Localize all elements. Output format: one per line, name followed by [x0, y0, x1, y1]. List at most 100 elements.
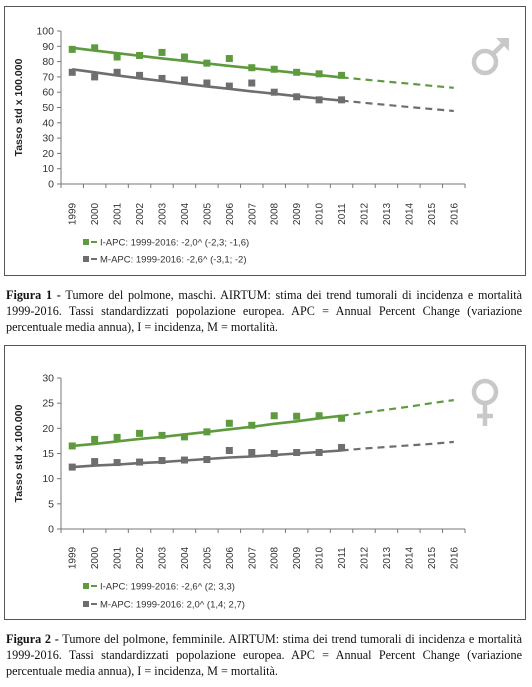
y-axis-label: Tasso std x 100.000 [13, 58, 25, 156]
incidence-data-point [225, 55, 233, 63]
incidence-projection-line [341, 76, 454, 89]
incidence-data-point [270, 412, 278, 420]
mortality-data-point [158, 74, 166, 82]
x-tick-label: 2016 [449, 546, 460, 569]
incidence-data-point [270, 65, 278, 73]
incidence-data-point [91, 435, 99, 443]
x-tick-label: 2011 [337, 547, 348, 569]
female-symbol-ring [471, 378, 499, 406]
mortality-data-point [68, 68, 76, 76]
x-tick-label: 2012 [360, 546, 371, 569]
incidence-data-point [248, 64, 256, 72]
incidence-data-point [113, 433, 121, 441]
x-tick-label: 2007 [247, 546, 258, 569]
x-tick-label: 2000 [90, 546, 101, 569]
incidence-data-point [203, 59, 211, 67]
incidence-data-point [315, 70, 323, 78]
mortality-data-point [68, 463, 76, 471]
y-tick-label: 100 [36, 26, 54, 38]
y-tick-label: 15 [42, 448, 54, 460]
mortality-data-point [91, 73, 99, 81]
x-tick-label: 2009 [292, 546, 303, 569]
x-tick-label: 2003 [158, 202, 169, 225]
x-tick-label: 2010 [315, 202, 326, 225]
mortality-data-point [113, 459, 121, 467]
incidence-data-point [113, 53, 121, 61]
figure-2-caption: Figura 2 - Tumore del polmone, femminile… [6, 631, 522, 679]
y-tick-label: 70 [42, 71, 54, 83]
figure-2-panel: 0 5 10 15 20 25 30 1999 2000 2001 2002 2003 2004 2005… [4, 345, 526, 620]
mortality-data-point [91, 458, 99, 466]
incidence-data-point [158, 431, 166, 439]
mortality-data-point [136, 71, 144, 79]
chart-1-male-lung-cancer: 0 10 20 30 40 50 60 70 80 90 100 1999 2000 2001 2002 20… [13, 26, 509, 266]
x-tick-label: 1999 [68, 202, 79, 225]
y-tick-label: 60 [42, 87, 54, 99]
x-tick-label: 2005 [202, 546, 213, 569]
x-tick-label: 2015 [427, 546, 438, 569]
male-symbol-icon [471, 38, 509, 76]
incidence-data-point [91, 44, 99, 52]
incidence-data-point [315, 412, 323, 420]
x-tick-label: 2001 [113, 202, 124, 225]
y-tick-label: 30 [42, 133, 54, 145]
incidence-legend-label: I-APC: 1999-2016: -2,6^ (2; 3,3) [100, 582, 235, 593]
mortality-data-point [248, 79, 256, 87]
x-tick-label: 2007 [247, 202, 258, 225]
incidence-data-point [180, 433, 188, 441]
x-tick-label: 2006 [225, 202, 236, 225]
chart-2-female-lung-cancer: 0 5 10 15 20 25 30 1999 2000 2001 2002 2003 2004 2005… [13, 373, 499, 611]
incidence-data-point [158, 48, 166, 56]
x-tick-label: 2014 [404, 202, 415, 225]
mortality-data-point [225, 82, 233, 90]
y-tick-label: 50 [42, 102, 54, 114]
x-tick-label: 2016 [449, 202, 460, 225]
x-tick-label: 2001 [113, 546, 124, 569]
figure-2-caption-text: Tumore del polmone, femminile. AIRTUM: s… [6, 632, 523, 678]
mortality-data-point [136, 458, 144, 466]
mortality-data-point [180, 456, 188, 464]
figure-1-panel: 0 10 20 30 40 50 60 70 80 90 100 1999 2000 2001 2002 20… [4, 6, 526, 276]
mortality-legend-label: M-APC: 1999-2016: 2,0^ (1,4; 2,7) [100, 600, 245, 611]
y-tick-label: 0 [48, 524, 54, 536]
incidence-data-point [203, 428, 211, 436]
incidence-data-point [68, 442, 76, 450]
mortality-data-point [338, 443, 346, 451]
mortality-projection-line [341, 99, 454, 113]
x-tick-label: 2008 [270, 546, 281, 569]
y-tick-label: 30 [42, 373, 54, 385]
incidence-legend-label: I-APC: 1999-2016: -2,0^ (-2,3; -1,6) [100, 238, 249, 249]
mortality-data-point [203, 456, 211, 464]
figure-1-caption-label: Figura 1 - [6, 288, 61, 302]
x-tick-label: 2000 [90, 202, 101, 225]
x-tick-label: 2004 [180, 546, 191, 569]
incidence-data-point [293, 68, 301, 76]
x-tick-label: 2002 [135, 202, 146, 225]
y-tick-label: 10 [42, 163, 54, 175]
mortality-data-point [315, 448, 323, 456]
x-tick-label: 2012 [360, 202, 371, 225]
x-tick-label: 2006 [225, 546, 236, 569]
mortality-data-point [225, 446, 233, 454]
mortality-legend-label: M-APC: 1999-2016: -2,6^ (-3,1; -2) [100, 255, 247, 266]
incidence-data-point [68, 45, 76, 53]
mortality-data-point [158, 457, 166, 465]
incidence-legend-marker [83, 239, 89, 245]
mortality-data-point [293, 448, 301, 456]
figure-1-caption-text: Tumore del polmone, maschi. AIRTUM: stim… [6, 288, 523, 334]
mortality-projection-line [341, 440, 454, 452]
x-tick-label: 2013 [382, 546, 393, 569]
x-tick-label: 2003 [158, 546, 169, 569]
mortality-data-point [270, 88, 278, 96]
y-tick-label: 20 [42, 148, 54, 160]
mortality-data-point [270, 450, 278, 457]
mortality-data-point [315, 96, 323, 104]
mortality-data-point [248, 448, 256, 456]
incidence-data-point [338, 71, 346, 79]
incidence-legend-marker [83, 583, 89, 589]
figure-1-caption: Figura 1 - Tumore del polmone, maschi. A… [6, 287, 522, 335]
x-tick-label: 2008 [270, 202, 281, 225]
incidence-data-point [136, 429, 144, 437]
y-tick-label: 10 [42, 473, 54, 485]
female-symbol-icon [471, 378, 499, 426]
